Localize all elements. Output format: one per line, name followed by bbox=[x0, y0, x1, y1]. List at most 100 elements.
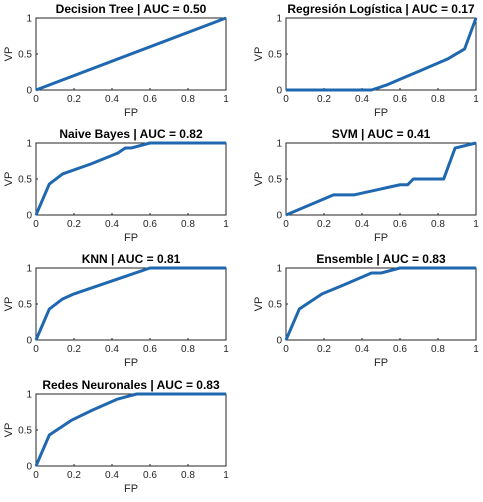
roc-curve-line bbox=[284, 266, 476, 341]
x-axis-label: FP bbox=[374, 107, 388, 119]
x-tick-label: 0 bbox=[283, 94, 289, 105]
y-tick-label: 0 bbox=[276, 336, 282, 347]
x-tick-label: 0.2 bbox=[317, 219, 331, 230]
x-tick-label: 0.2 bbox=[67, 219, 81, 230]
plot-area bbox=[285, 267, 477, 341]
x-tick-label: 0.6 bbox=[143, 219, 157, 230]
y-tick-label: 0 bbox=[26, 336, 32, 347]
y-tick-label: 0.5 bbox=[18, 50, 32, 61]
x-tick-label: 0.6 bbox=[143, 344, 157, 355]
y-axis-label: VP bbox=[3, 172, 15, 187]
x-tick-label: 0.6 bbox=[143, 94, 157, 105]
x-tick-label: 0.8 bbox=[181, 219, 195, 230]
x-tick-label: 0.2 bbox=[317, 94, 331, 105]
y-axis-label: VP bbox=[253, 297, 265, 312]
chart-panel-1: Decision Tree | AUC = 0.50 0 0.2 0.4 0.6 0.8 1… bbox=[3, 2, 229, 119]
x-tick-label: 0.8 bbox=[181, 344, 195, 355]
x-tick-label: 1 bbox=[223, 470, 229, 481]
x-tick-label: 1 bbox=[473, 344, 479, 355]
x-tick-label: 0.2 bbox=[317, 344, 331, 355]
x-axis-label: FP bbox=[374, 357, 388, 369]
y-tick-label: 1 bbox=[276, 14, 282, 25]
x-tick-label: 0 bbox=[283, 344, 289, 355]
y-tick-label: 0.5 bbox=[268, 175, 282, 186]
x-tick-label: 0 bbox=[33, 219, 39, 230]
roc-curve-line bbox=[285, 141, 477, 217]
x-tick-label: 0.4 bbox=[105, 94, 119, 105]
chart-panel-3: Naive Bayes | AUC = 0.82 0 0.2 0.4 0.6 0.8 1 0 0… bbox=[3, 127, 229, 244]
x-tick-label: 0.8 bbox=[181, 470, 195, 481]
plot-area bbox=[35, 267, 227, 341]
y-tick-label: 0 bbox=[26, 462, 32, 473]
x-tick-label: 0.4 bbox=[105, 219, 119, 230]
x-axis-label: FP bbox=[124, 107, 138, 119]
y-tick-label: 0.5 bbox=[268, 50, 282, 61]
roc-curve-line bbox=[34, 392, 226, 467]
x-tick-label: 1 bbox=[223, 94, 229, 105]
x-axis-label: FP bbox=[374, 232, 388, 244]
x-tick-label: 1 bbox=[473, 94, 479, 105]
y-tick-label: 0 bbox=[26, 211, 32, 222]
y-tick-label: 0.5 bbox=[18, 175, 32, 186]
y-tick-label: 1 bbox=[26, 264, 32, 275]
x-tick-label: 0.6 bbox=[393, 94, 407, 105]
chart-title: Redes Neuronales | AUC = 0.83 bbox=[42, 378, 220, 392]
chart-title: SVM | AUC = 0.41 bbox=[332, 127, 431, 141]
y-axis-label: VP bbox=[3, 47, 15, 62]
plot-area bbox=[35, 142, 227, 216]
roc-curve-line bbox=[35, 16, 227, 92]
roc-curve-line bbox=[34, 266, 226, 341]
y-tick-label: 1 bbox=[26, 390, 32, 401]
y-tick-label: 0 bbox=[26, 86, 32, 97]
x-tick-label: 0.8 bbox=[431, 94, 445, 105]
x-tick-label: 1 bbox=[223, 219, 229, 230]
x-tick-label: 0.6 bbox=[393, 344, 407, 355]
plot-area bbox=[285, 17, 477, 91]
y-tick-label: 1 bbox=[276, 264, 282, 275]
x-tick-label: 0 bbox=[33, 344, 39, 355]
chart-panel-6: Ensemble | AUC = 0.83 0 0.2 0.4 0.6 0.8 1 0 0.5 1… bbox=[253, 252, 479, 369]
chart-panel-5: KNN | AUC = 0.81 0 0.2 0.4 0.6 0.8 1 0 0.5 1 FP VP bbox=[3, 252, 229, 369]
y-tick-label: 0.5 bbox=[18, 426, 32, 437]
x-tick-label: 0.4 bbox=[355, 94, 369, 105]
x-axis-label: FP bbox=[124, 232, 138, 244]
x-axis-label: FP bbox=[124, 483, 138, 495]
x-tick-label: 1 bbox=[473, 219, 479, 230]
x-tick-label: 0.4 bbox=[105, 344, 119, 355]
x-tick-label: 0.4 bbox=[105, 470, 119, 481]
x-tick-label: 0.2 bbox=[67, 344, 81, 355]
chart-title: Ensemble | AUC = 0.83 bbox=[316, 252, 446, 266]
x-tick-label: 0.8 bbox=[431, 219, 445, 230]
chart-panel-7: Redes Neuronales | AUC = 0.83 0 0.2 0.4 0.6 0… bbox=[3, 378, 229, 495]
y-tick-label: 0 bbox=[276, 211, 282, 222]
x-axis-label: FP bbox=[124, 357, 138, 369]
y-axis-label: VP bbox=[3, 423, 15, 438]
chart-title: KNN | AUC = 0.81 bbox=[82, 252, 181, 266]
chart-title: Naive Bayes | AUC = 0.82 bbox=[59, 127, 203, 141]
y-tick-label: 1 bbox=[26, 14, 32, 25]
y-axis-label: VP bbox=[253, 172, 265, 187]
roc-curve-line bbox=[286, 17, 478, 92]
x-tick-label: 0.4 bbox=[355, 344, 369, 355]
y-tick-label: 0.5 bbox=[268, 300, 282, 311]
y-tick-label: 0 bbox=[276, 86, 282, 97]
x-tick-label: 0 bbox=[283, 219, 289, 230]
y-axis-label: VP bbox=[3, 297, 15, 312]
plot-area bbox=[35, 393, 227, 467]
chart-title: Decision Tree | AUC = 0.50 bbox=[56, 2, 207, 16]
x-tick-label: 0.2 bbox=[67, 94, 81, 105]
chart-title: Regresión Logística | AUC = 0.17 bbox=[287, 2, 475, 16]
x-tick-label: 0 bbox=[33, 470, 39, 481]
x-tick-label: 0.8 bbox=[431, 344, 445, 355]
x-tick-label: 1 bbox=[223, 344, 229, 355]
y-tick-label: 1 bbox=[276, 139, 282, 150]
x-tick-label: 0.6 bbox=[143, 470, 157, 481]
x-tick-label: 0.4 bbox=[355, 219, 369, 230]
x-tick-label: 0.6 bbox=[393, 219, 407, 230]
chart-panel-4: SVM | AUC = 0.41 0 0.2 0.4 0.6 0.8 1 0 0.5 1 FP VP bbox=[253, 127, 479, 244]
x-tick-label: 0.2 bbox=[67, 470, 81, 481]
x-tick-label: 0 bbox=[33, 94, 39, 105]
y-tick-label: 0.5 bbox=[18, 300, 32, 311]
y-axis-label: VP bbox=[253, 47, 265, 62]
